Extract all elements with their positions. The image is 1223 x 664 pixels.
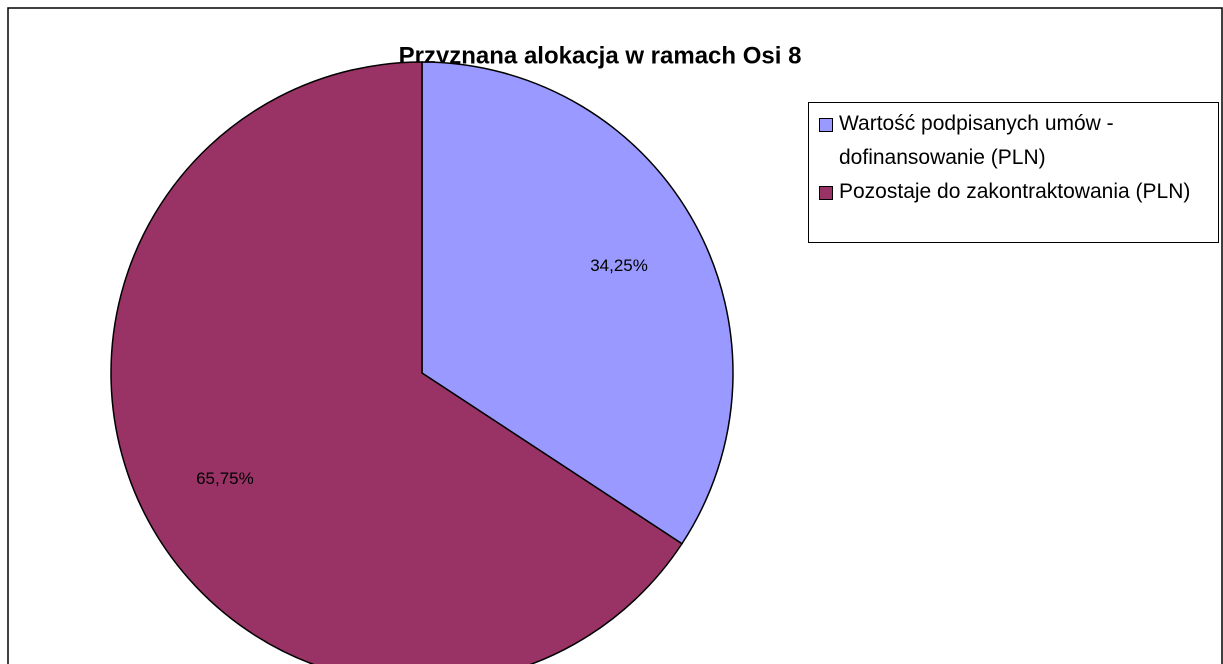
data-label: 65,75% xyxy=(196,469,254,488)
legend: Wartość podpisanych umów - dofinansowani… xyxy=(808,102,1219,243)
pie: 34,25% 65,75% xyxy=(110,61,734,664)
legend-entry: Pozostaje do zakontraktowania (PLN) xyxy=(817,175,1212,209)
legend-swatch xyxy=(819,118,833,132)
legend-label: Pozostaje do zakontraktowania (PLN) xyxy=(839,180,1191,203)
data-label: 34,25% xyxy=(590,256,648,275)
legend-label: Wartość podpisanych umów - dofinansowani… xyxy=(839,112,1114,169)
legend-entry: Wartość podpisanych umów - dofinansowani… xyxy=(817,107,1212,175)
legend-swatch xyxy=(819,186,833,200)
